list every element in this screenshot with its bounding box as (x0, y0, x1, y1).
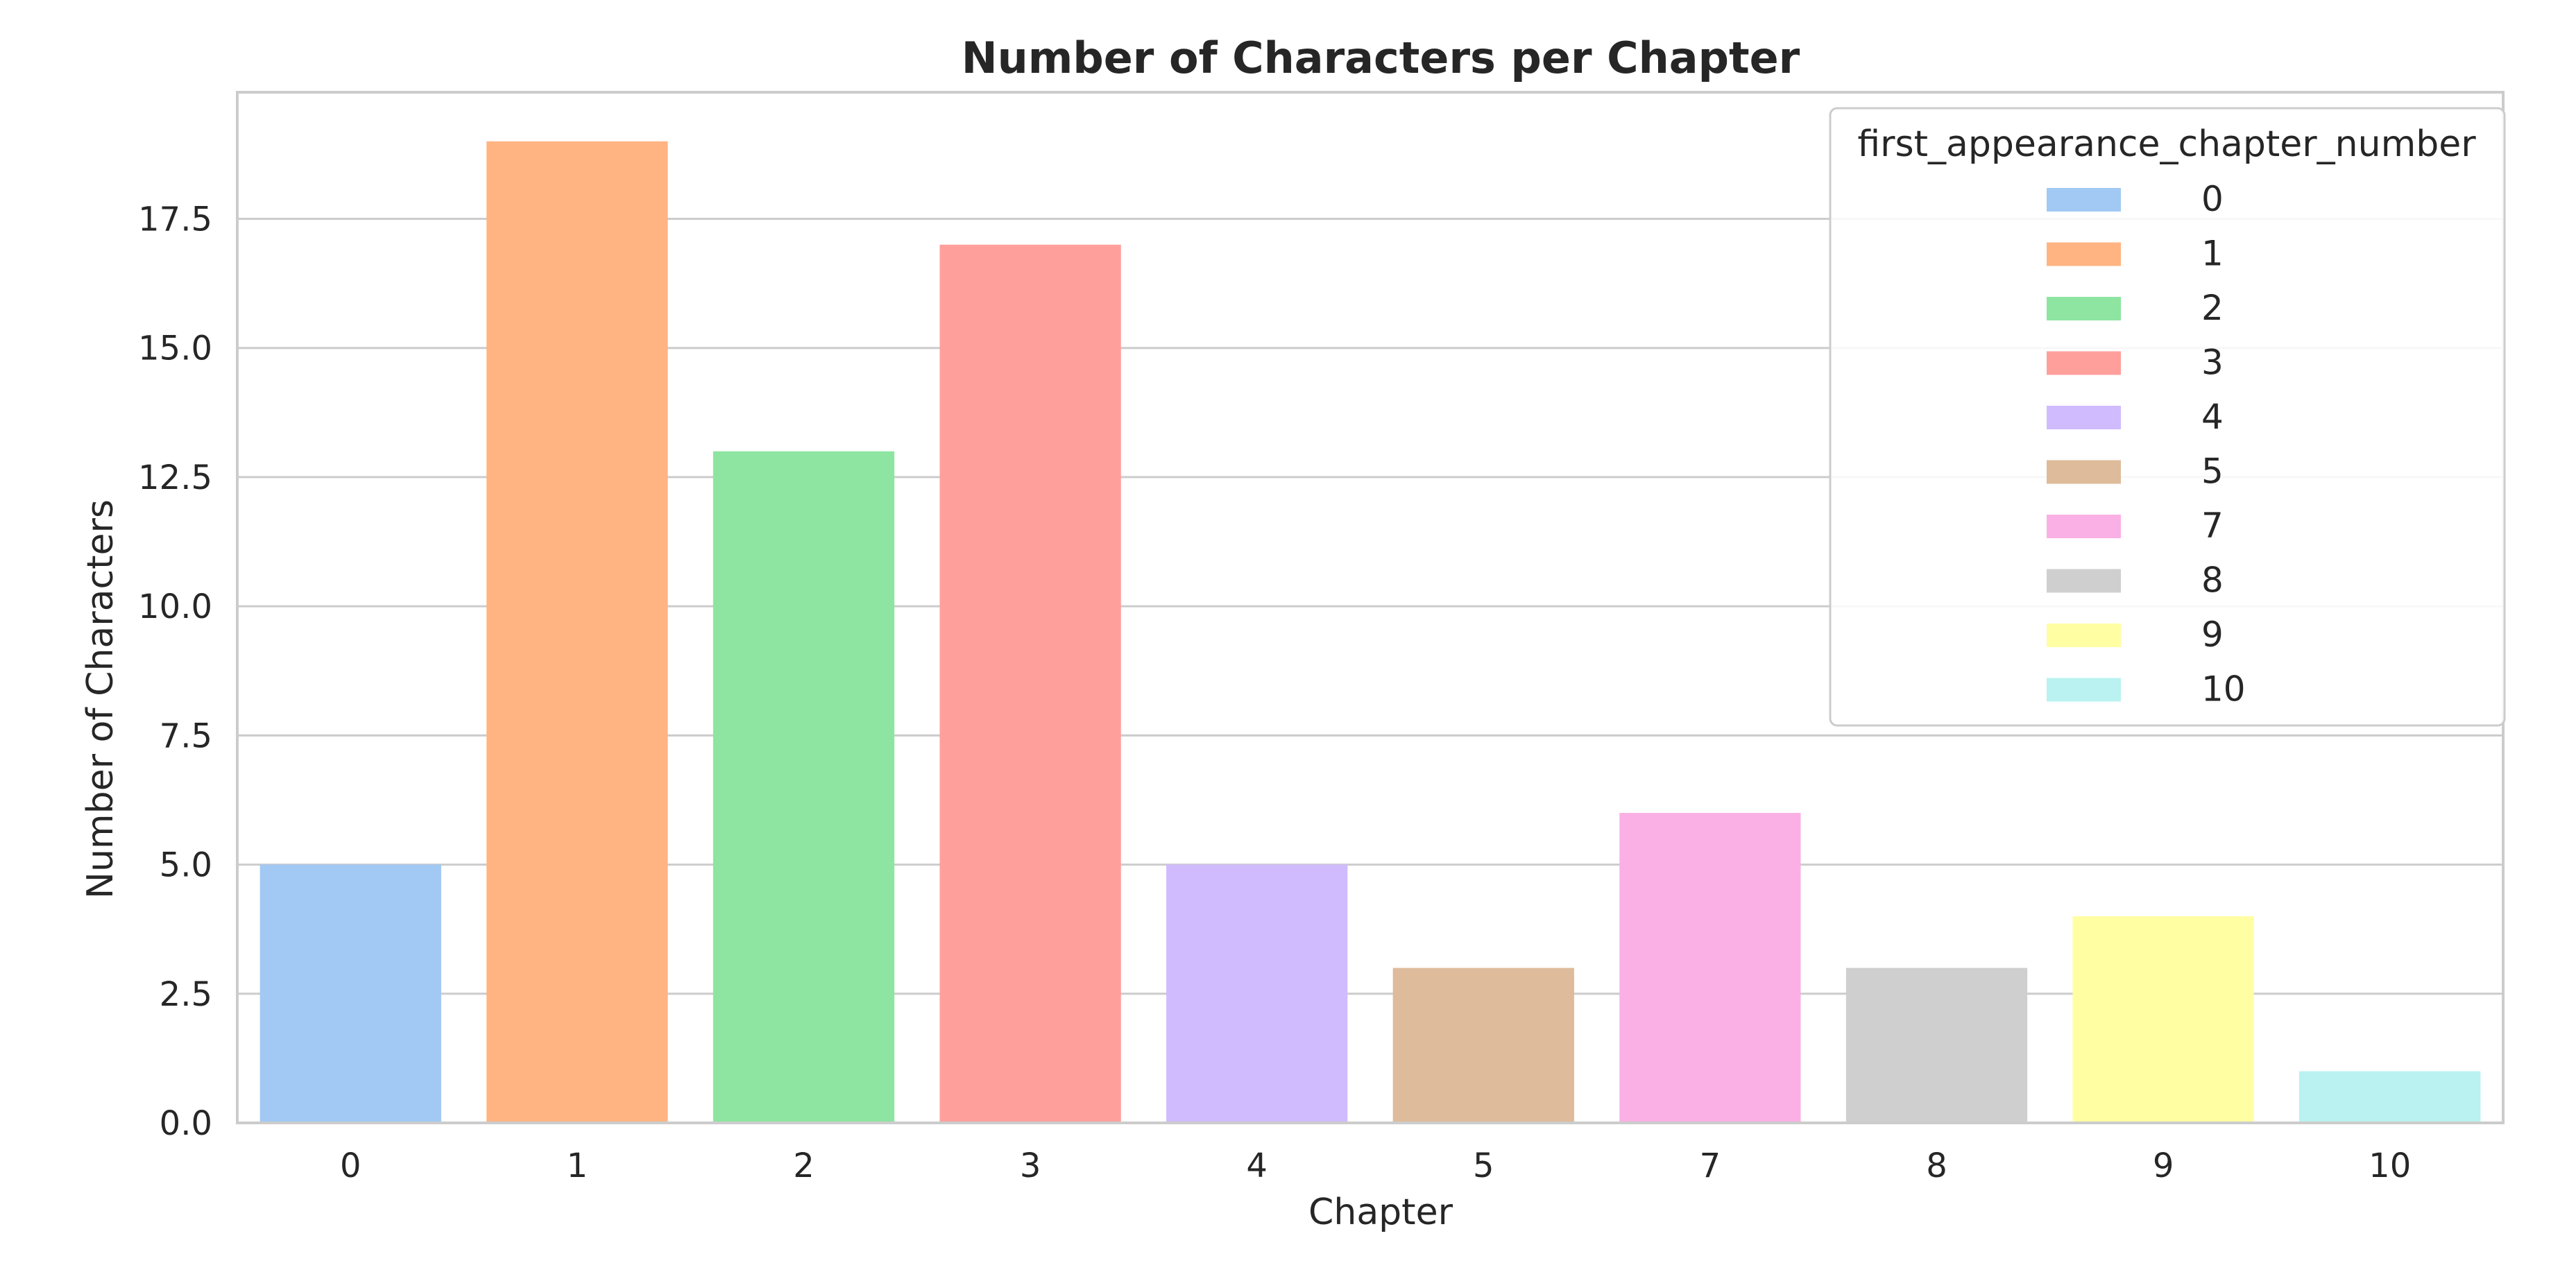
x-tick-label: 10 (2369, 1146, 2411, 1185)
bar-chapter-0 (259, 864, 441, 1123)
legend-label: 1 (2201, 234, 2224, 274)
bar-chapter-9 (2072, 916, 2254, 1123)
legend-swatch (2047, 569, 2121, 593)
legend-title: first_appearance_chapter_number (1857, 123, 2476, 165)
chart-title: Number of Characters per Chapter (962, 33, 1800, 83)
legend-swatch (2047, 406, 2121, 429)
bar-chapter-3 (939, 244, 1121, 1123)
legend-swatch (2047, 188, 2121, 212)
x-axis-ticks: 0 1 2 3 4 5 7 8 9 10 (340, 1146, 2411, 1185)
legend-box (1829, 107, 2506, 727)
x-tick-label: 7 (1700, 1146, 1721, 1185)
bar-chapter-8 (1845, 968, 2028, 1123)
legend-label: 3 (2201, 343, 2224, 383)
x-axis-label: Chapter (1308, 1192, 1453, 1233)
y-tick-label: 12.5 (138, 458, 212, 497)
x-tick-label: 0 (340, 1146, 361, 1185)
bars (259, 141, 2481, 1123)
y-tick-label: 17.5 (138, 200, 212, 239)
y-tick-label: 2.5 (160, 975, 212, 1014)
x-tick-label: 4 (1246, 1146, 1268, 1185)
legend-swatch (2047, 351, 2121, 375)
legend-swatch (2047, 460, 2121, 484)
legend-label: 2 (2201, 288, 2224, 328)
legend-label: 8 (2201, 560, 2224, 601)
x-tick-label: 5 (1473, 1146, 1494, 1185)
legend-label: 10 (2201, 669, 2246, 710)
legend-label: 5 (2201, 452, 2224, 492)
legend-swatch (2047, 624, 2121, 647)
bar-chapter-7 (1619, 813, 1801, 1123)
bar-chapter-1 (486, 141, 668, 1123)
legend-swatch (2047, 515, 2121, 538)
y-tick-label: 0.0 (160, 1104, 212, 1143)
legend-swatch (2047, 297, 2121, 320)
legend-label: 9 (2201, 615, 2224, 655)
bar-chapter-2 (713, 451, 895, 1123)
legend-label: 4 (2201, 397, 2224, 437)
y-axis-ticks: 0.0 2.5 5.0 7.5 10.0 12.5 15.0 17.5 (138, 200, 212, 1143)
y-tick-label: 7.5 (160, 716, 212, 755)
x-tick-label: 8 (1926, 1146, 1947, 1185)
bar-chapter-4 (1166, 864, 1348, 1123)
bar-chapter-10 (2299, 1071, 2481, 1123)
x-tick-label: 2 (793, 1146, 814, 1185)
y-tick-label: 5.0 (160, 846, 212, 885)
legend-label: 7 (2201, 506, 2224, 546)
x-tick-label: 9 (2153, 1146, 2174, 1185)
x-tick-label: 1 (567, 1146, 588, 1185)
y-axis-label: Number of Characters (80, 499, 121, 899)
legend-entries: 0 1 2 3 4 5 7 8 9 10 (2047, 179, 2246, 710)
y-tick-label: 15.0 (138, 329, 212, 368)
legend-swatch (2047, 242, 2121, 266)
legend-swatch (2047, 678, 2121, 702)
y-tick-label: 10.0 (138, 587, 212, 626)
bar-chapter-5 (1392, 968, 1574, 1123)
legend-label: 0 (2201, 179, 2224, 219)
x-tick-label: 3 (1020, 1146, 1041, 1185)
legend: first_appearance_chapter_number 0 1 2 3 4 5 7 8… (1829, 107, 2506, 727)
